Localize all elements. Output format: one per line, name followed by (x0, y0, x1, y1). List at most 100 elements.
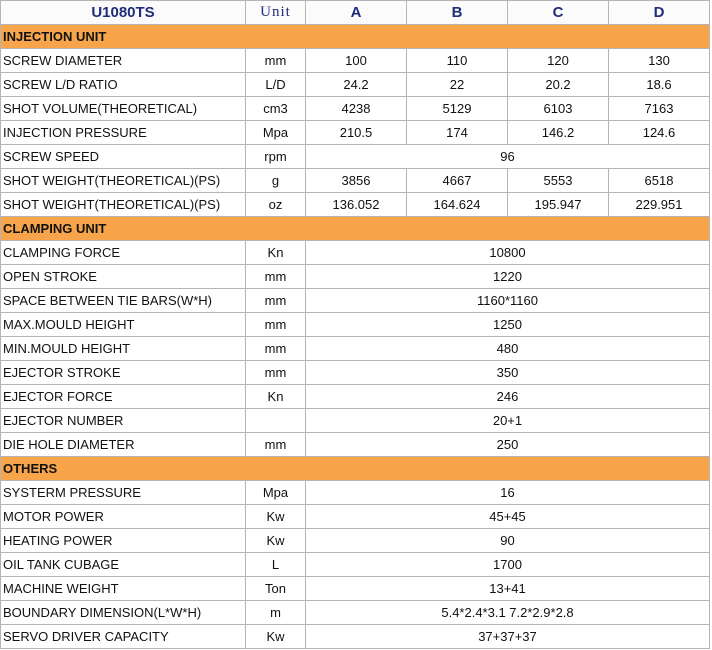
section-title: CLAMPING UNIT (0, 216, 710, 241)
spec-value: 20.2 (507, 72, 609, 97)
spec-unit: mm (245, 360, 306, 385)
spec-value: 1700 (305, 552, 710, 577)
spec-value: 37+37+37 (305, 624, 710, 649)
section-title: OTHERS (0, 456, 710, 481)
spec-unit: Kn (245, 240, 306, 265)
spec-unit: mm (245, 264, 306, 289)
spec-value: 350 (305, 360, 710, 385)
spec-row: MOTOR POWER Kw 45+45 (0, 504, 710, 529)
spec-value: 195.947 (507, 192, 609, 217)
spec-unit: mm (245, 432, 306, 457)
spec-value: 110 (406, 48, 508, 73)
spec-unit: Kw (245, 528, 306, 553)
spec-value: 5553 (507, 168, 609, 193)
spec-unit: L (245, 552, 306, 577)
spec-row: EJECTOR FORCE Kn 246 (0, 384, 710, 409)
spec-value: 3856 (305, 168, 407, 193)
spec-label: SHOT WEIGHT(THEORETICAL)(PS) (0, 168, 246, 193)
column-header: C (507, 0, 609, 25)
spec-row: SHOT VOLUME(THEORETICAL) cm3 4238 5129 6103 7… (0, 96, 710, 121)
spec-value: 5129 (406, 96, 508, 121)
spec-value: 164.624 (406, 192, 508, 217)
section-row: INJECTION UNIT (0, 24, 710, 49)
spec-value: 480 (305, 336, 710, 361)
spec-value: 16 (305, 480, 710, 505)
column-header: A (305, 0, 407, 25)
unit-header: Unit (245, 0, 306, 25)
spec-value: 24.2 (305, 72, 407, 97)
spec-value: 4667 (406, 168, 508, 193)
spec-value: 22 (406, 72, 508, 97)
spec-value: 210.5 (305, 120, 407, 145)
spec-value: 174 (406, 120, 508, 145)
spec-label: INJECTION PRESSURE (0, 120, 246, 145)
spec-label: OIL TANK CUBAGE (0, 552, 246, 577)
table-title: U1080TS (0, 0, 246, 25)
spec-value: 6103 (507, 96, 609, 121)
spec-row: SHOT WEIGHT(THEORETICAL)(PS) g 3856 4667 555… (0, 168, 710, 193)
spec-unit: mm (245, 312, 306, 337)
spec-label: CLAMPING FORCE (0, 240, 246, 265)
spec-row: OIL TANK CUBAGE L 1700 (0, 552, 710, 577)
spec-value: 7163 (608, 96, 710, 121)
spec-label: MACHINE WEIGHT (0, 576, 246, 601)
spec-label: MAX.MOULD HEIGHT (0, 312, 246, 337)
spec-label: BOUNDARY DIMENSION(L*W*H) (0, 600, 246, 625)
spec-row: CLAMPING FORCE Kn 10800 (0, 240, 710, 265)
spec-row: MIN.MOULD HEIGHT mm 480 (0, 336, 710, 361)
spec-unit: g (245, 168, 306, 193)
spec-unit: rpm (245, 144, 306, 169)
spec-label: HEATING POWER (0, 528, 246, 553)
spec-row: OPEN STROKE mm 1220 (0, 264, 710, 289)
spec-label: SPACE BETWEEN TIE BARS(W*H) (0, 288, 246, 313)
spec-value: 229.951 (608, 192, 710, 217)
spec-row: HEATING POWER Kw 90 (0, 528, 710, 553)
spec-value: 10800 (305, 240, 710, 265)
spec-row: SCREW DIAMETER mm 100 110 120 130 (0, 48, 710, 73)
spec-value: 5.4*2.4*3.1 7.2*2.9*2.8 (305, 600, 710, 625)
spec-unit: m (245, 600, 306, 625)
spec-value: 6518 (608, 168, 710, 193)
spec-value: 250 (305, 432, 710, 457)
spec-value: 13+41 (305, 576, 710, 601)
spec-unit: Mpa (245, 120, 306, 145)
spec-unit (245, 408, 306, 433)
spec-label: SHOT VOLUME(THEORETICAL) (0, 96, 246, 121)
section-row: OTHERS (0, 456, 710, 481)
spec-row: SERVO DRIVER CAPACITY Kw 37+37+37 (0, 624, 710, 649)
spec-value: 1250 (305, 312, 710, 337)
spec-label: EJECTOR NUMBER (0, 408, 246, 433)
spec-row: EJECTOR STROKE mm 350 (0, 360, 710, 385)
spec-value: 100 (305, 48, 407, 73)
spec-value: 130 (608, 48, 710, 73)
spec-row: SPACE BETWEEN TIE BARS(W*H) mm 1160*1160 (0, 288, 710, 313)
spec-label: SCREW DIAMETER (0, 48, 246, 73)
header-row: U1080TS Unit A B C D (0, 0, 710, 25)
spec-label: MOTOR POWER (0, 504, 246, 529)
column-header: B (406, 0, 508, 25)
column-header: D (608, 0, 710, 25)
section-title: INJECTION UNIT (0, 24, 710, 49)
spec-value: 124.6 (608, 120, 710, 145)
spec-value: 45+45 (305, 504, 710, 529)
spec-row: SHOT WEIGHT(THEORETICAL)(PS) oz 136.052 164… (0, 192, 710, 217)
section-row: CLAMPING UNIT (0, 216, 710, 241)
spec-value: 146.2 (507, 120, 609, 145)
spec-unit: Kw (245, 624, 306, 649)
spec-label: SYSTERM PRESSURE (0, 480, 246, 505)
spec-row: SCREW L/D RATIO L/D 24.2 22 20.2 18.6 (0, 72, 710, 97)
spec-unit: mm (245, 336, 306, 361)
spec-value: 120 (507, 48, 609, 73)
spec-row: EJECTOR NUMBER 20+1 (0, 408, 710, 433)
spec-unit: mm (245, 48, 306, 73)
spec-row: DIE HOLE DIAMETER mm 250 (0, 432, 710, 457)
spec-unit: mm (245, 288, 306, 313)
spec-value: 20+1 (305, 408, 710, 433)
spec-unit: oz (245, 192, 306, 217)
spec-label: SHOT WEIGHT(THEORETICAL)(PS) (0, 192, 246, 217)
spec-value: 18.6 (608, 72, 710, 97)
spec-label: SCREW SPEED (0, 144, 246, 169)
spec-row: MACHINE WEIGHT Ton 13+41 (0, 576, 710, 601)
